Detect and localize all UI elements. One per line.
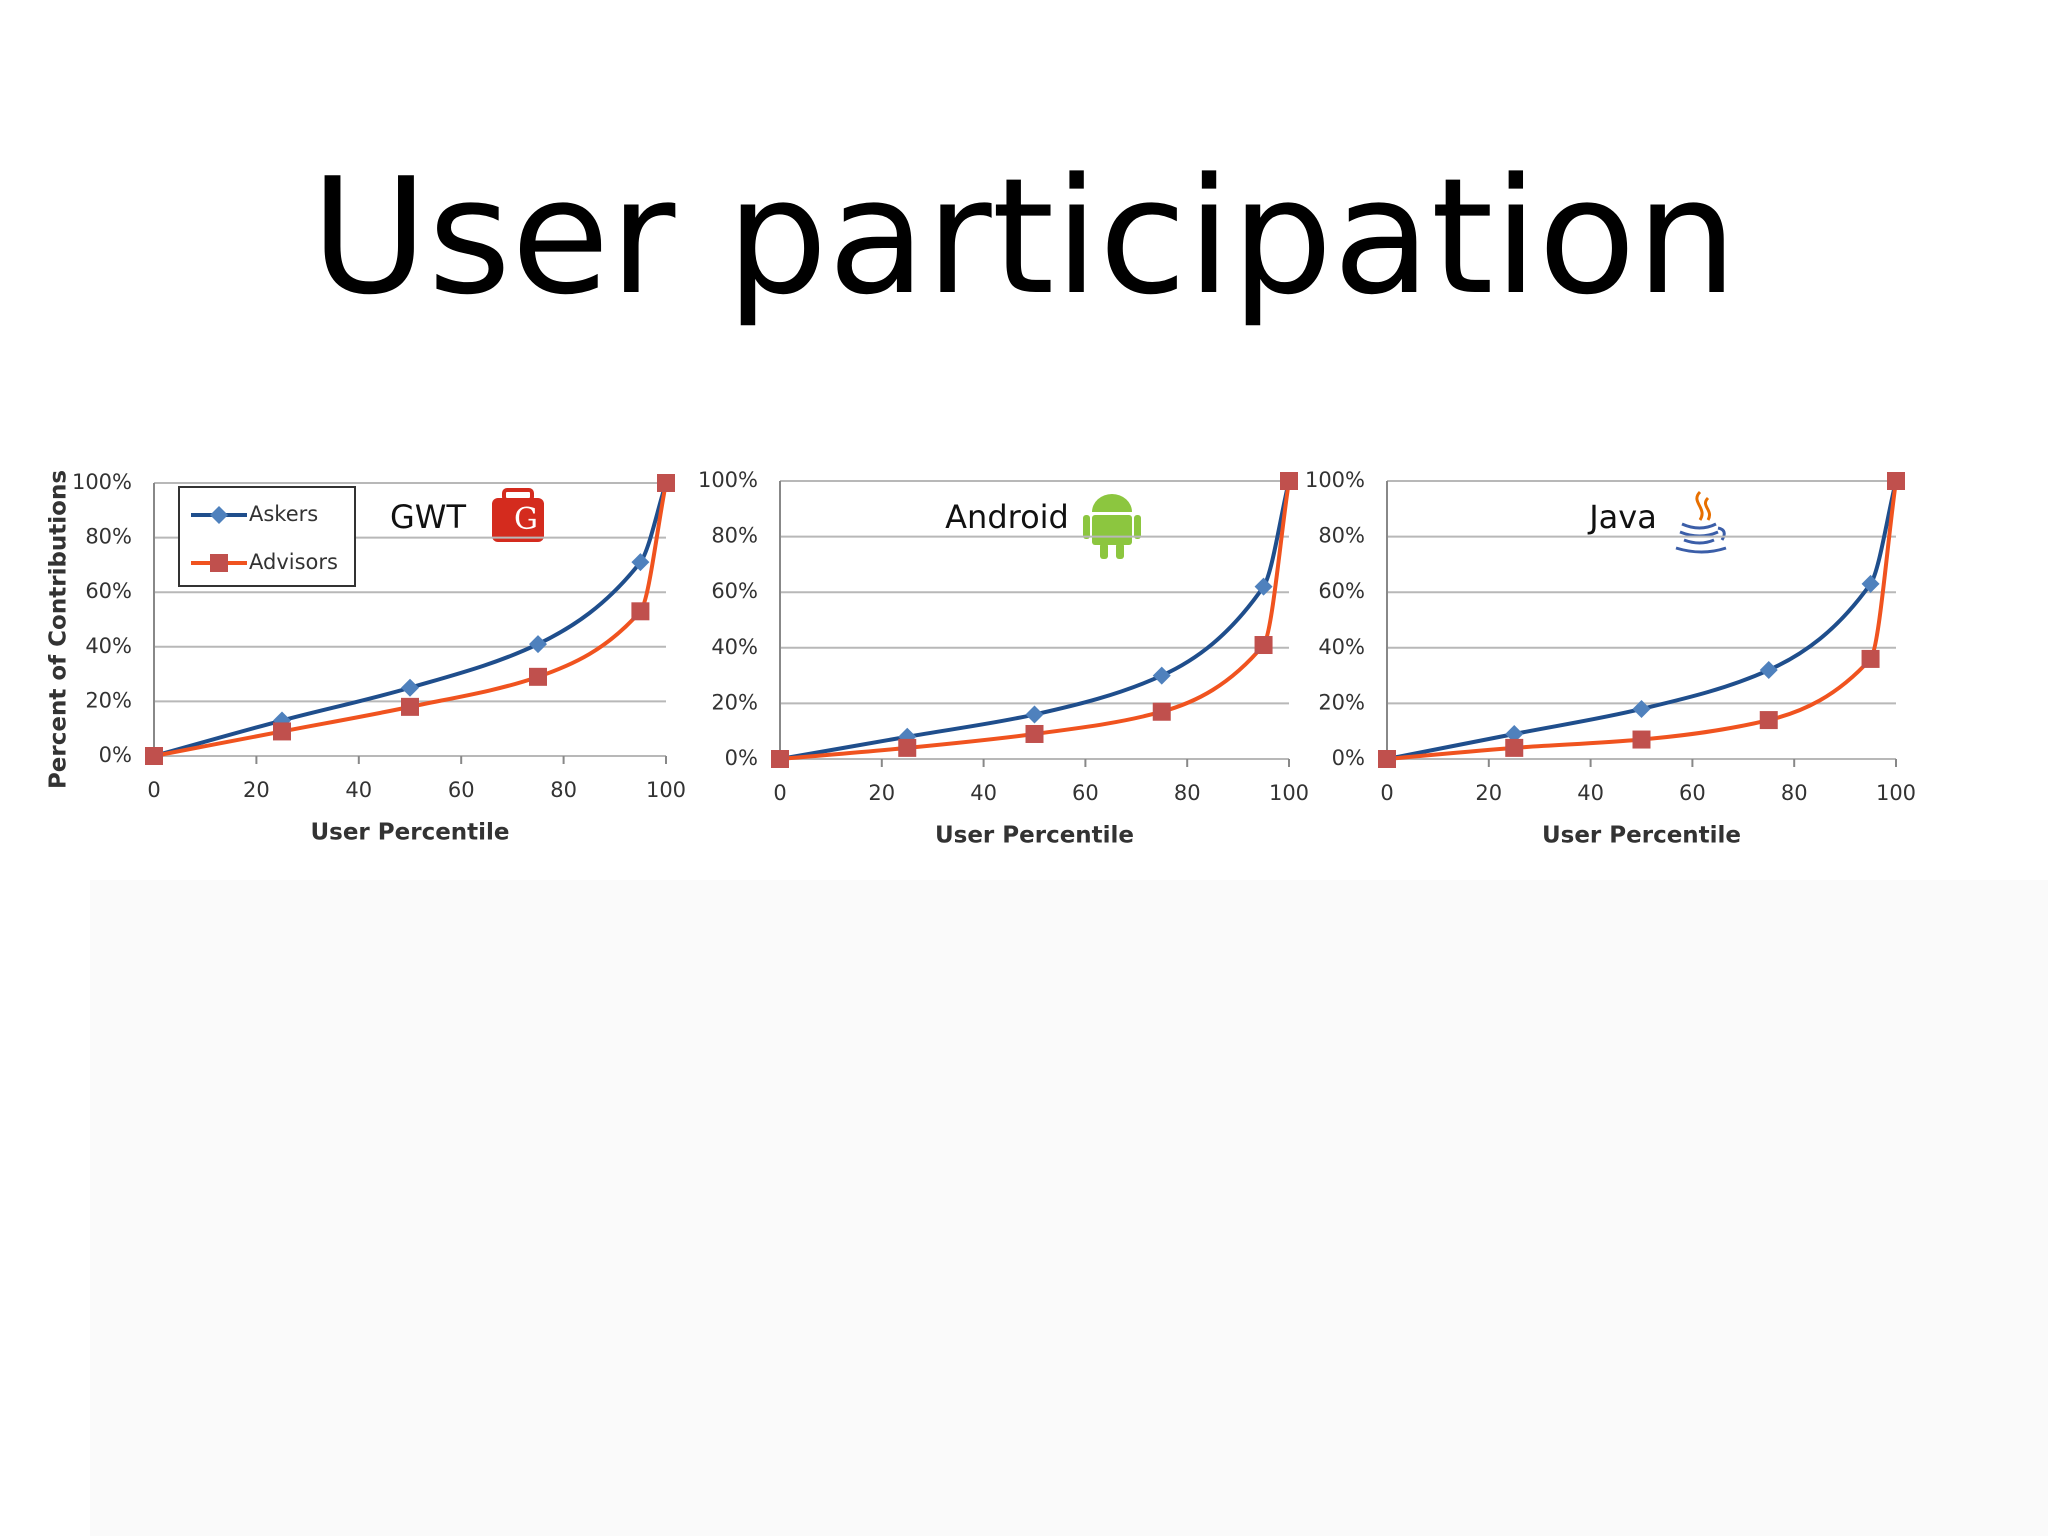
data-point — [1632, 730, 1651, 749]
x-tick-label: 60 — [1679, 781, 1706, 805]
data-point — [401, 678, 419, 697]
x-tick-label: 100 — [646, 778, 686, 802]
y-tick-label: 0% — [1332, 746, 1365, 770]
x-axis-label: User Percentile — [1542, 823, 1741, 849]
y-tick-label: 20% — [85, 688, 132, 712]
series-line — [1386, 480, 1898, 761]
data-point — [529, 667, 547, 686]
data-point — [1887, 472, 1905, 490]
x-tick-label: 100 — [1876, 781, 1916, 805]
data-point — [1861, 649, 1880, 668]
gwt-icon: G — [492, 488, 544, 542]
x-tick-label: 80 — [1781, 781, 1808, 805]
data-point — [657, 474, 675, 492]
data-point — [1025, 705, 1044, 724]
data-point — [1759, 661, 1778, 680]
data-point — [1505, 738, 1524, 757]
chart-title: GWT — [390, 498, 466, 536]
x-tick-label: 80 — [550, 778, 577, 802]
data-point — [1378, 750, 1396, 768]
y-tick-label: 0% — [725, 746, 758, 770]
y-tick-label: 80% — [711, 524, 758, 548]
y-tick-label: 80% — [85, 525, 132, 549]
svg-text:G: G — [514, 502, 538, 537]
y-axis-label: Percent of Contributions — [46, 470, 72, 789]
y-tick-label: 60% — [85, 579, 132, 603]
data-point — [1254, 577, 1273, 596]
data-point — [1280, 472, 1298, 490]
x-tick-label: 100 — [1269, 781, 1309, 805]
y-tick-label: 100% — [72, 470, 132, 494]
y-tick-label: 20% — [1318, 690, 1365, 714]
x-tick-label: 20 — [243, 778, 270, 802]
android-icon — [1083, 494, 1141, 559]
data-point — [771, 750, 789, 768]
data-point — [401, 697, 419, 716]
y-tick-label: 60% — [1318, 579, 1365, 603]
y-tick-label: 80% — [1318, 524, 1365, 548]
java-icon — [1675, 490, 1727, 554]
x-tick-label: 0 — [147, 778, 160, 802]
x-tick-label: 0 — [773, 781, 786, 805]
data-point — [1759, 711, 1778, 730]
data-point — [529, 635, 547, 654]
data-point — [1152, 702, 1171, 721]
legend-label: Advisors — [249, 550, 338, 574]
data-point — [273, 722, 291, 741]
legend-label: Askers — [249, 502, 318, 526]
data-point — [145, 747, 163, 765]
x-tick-label: 0 — [1380, 781, 1393, 805]
y-tick-label: 40% — [85, 634, 132, 658]
data-point — [898, 738, 917, 757]
series-line — [779, 480, 1291, 761]
y-tick-label: 40% — [1318, 635, 1365, 659]
data-point — [1861, 574, 1880, 593]
x-tick-label: 20 — [868, 781, 895, 805]
y-tick-label: 0% — [99, 743, 132, 767]
background-shade — [90, 880, 2048, 1536]
data-point — [1254, 636, 1273, 655]
y-tick-label: 100% — [698, 468, 758, 492]
slide-title: User participation — [311, 143, 1738, 330]
x-tick-label: 80 — [1174, 781, 1201, 805]
chart-title: Java — [1587, 498, 1657, 536]
data-point — [631, 602, 650, 621]
data-point — [1152, 666, 1171, 685]
legend-box — [178, 486, 356, 587]
x-tick-label: 40 — [1577, 781, 1604, 805]
y-tick-label: 100% — [1305, 468, 1365, 492]
legend-marker — [210, 506, 228, 524]
chart-title: Android — [945, 498, 1069, 536]
y-tick-label: 20% — [711, 690, 758, 714]
x-axis-label: User Percentile — [310, 820, 509, 846]
x-tick-label: 20 — [1475, 781, 1502, 805]
data-point — [1632, 699, 1651, 718]
data-point — [1025, 724, 1044, 743]
y-tick-label: 40% — [711, 635, 758, 659]
x-tick-label: 40 — [345, 778, 372, 802]
x-axis-label: User Percentile — [935, 823, 1134, 849]
x-tick-label: 40 — [970, 781, 997, 805]
x-tick-label: 60 — [1072, 781, 1099, 805]
legend-marker — [210, 554, 228, 572]
data-point — [631, 553, 650, 572]
y-tick-label: 60% — [711, 579, 758, 603]
x-tick-label: 60 — [448, 778, 475, 802]
data-point — [1505, 724, 1524, 743]
